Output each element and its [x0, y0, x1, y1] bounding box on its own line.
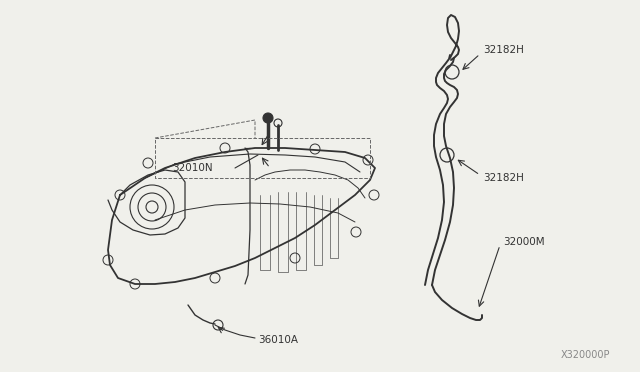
Text: 32182H: 32182H — [483, 45, 524, 55]
Text: 32182H: 32182H — [483, 173, 524, 183]
Text: X320000P: X320000P — [561, 350, 610, 360]
Circle shape — [263, 113, 273, 123]
Text: 36010A: 36010A — [258, 335, 298, 345]
Text: 32000M: 32000M — [503, 237, 545, 247]
Text: 32010N: 32010N — [172, 163, 212, 173]
